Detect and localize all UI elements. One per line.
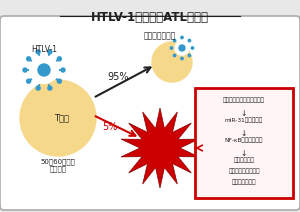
Circle shape	[191, 47, 194, 49]
FancyBboxPatch shape	[195, 88, 293, 198]
Circle shape	[181, 36, 183, 39]
Text: ↓: ↓	[241, 149, 247, 158]
Circle shape	[38, 64, 50, 76]
Circle shape	[31, 57, 57, 83]
Text: T細胞: T細胞	[55, 113, 70, 123]
Text: ↓: ↓	[241, 109, 247, 118]
Circle shape	[23, 68, 27, 72]
Text: ↓: ↓	[241, 129, 247, 138]
Text: ゲノム、エピゲノムの異常: ゲノム、エピゲノムの異常	[223, 97, 265, 103]
Text: 組胞死抵抗性の獲得: 組胞死抵抗性の獲得	[228, 168, 260, 174]
Text: 50〜60年間の
潜伏期間: 50〜60年間の 潜伏期間	[40, 158, 75, 172]
Circle shape	[170, 47, 173, 49]
Text: 無症候キャリア: 無症候キャリア	[144, 32, 176, 40]
Text: 各臓器への浸潤: 各臓器への浸潤	[232, 179, 256, 185]
Text: NF-κB経路の活性化: NF-κB経路の活性化	[225, 137, 263, 143]
Text: 5%: 5%	[102, 122, 118, 132]
Circle shape	[36, 50, 40, 54]
Polygon shape	[121, 108, 199, 188]
Text: 95%: 95%	[107, 72, 129, 82]
Circle shape	[27, 57, 31, 61]
Circle shape	[175, 41, 189, 55]
Circle shape	[173, 39, 176, 42]
Circle shape	[57, 79, 62, 83]
Circle shape	[57, 57, 62, 61]
Circle shape	[188, 54, 190, 57]
FancyBboxPatch shape	[0, 16, 300, 210]
Text: 細胞の悪性化: 細胞の悪性化	[233, 157, 254, 163]
Circle shape	[152, 42, 192, 82]
Circle shape	[179, 45, 185, 51]
Circle shape	[181, 57, 183, 60]
Text: HTLV-1感染からATL発症へ: HTLV-1感染からATL発症へ	[91, 11, 209, 24]
Circle shape	[27, 79, 31, 83]
Circle shape	[188, 39, 190, 42]
Text: HTLV-1: HTLV-1	[31, 46, 57, 54]
Text: ATL: ATL	[146, 153, 174, 167]
Circle shape	[48, 86, 52, 90]
Text: miR-31の発現低下: miR-31の発現低下	[225, 117, 263, 123]
Circle shape	[36, 86, 40, 90]
Circle shape	[61, 68, 65, 72]
Circle shape	[173, 54, 176, 57]
Circle shape	[48, 50, 52, 54]
Circle shape	[20, 80, 96, 156]
